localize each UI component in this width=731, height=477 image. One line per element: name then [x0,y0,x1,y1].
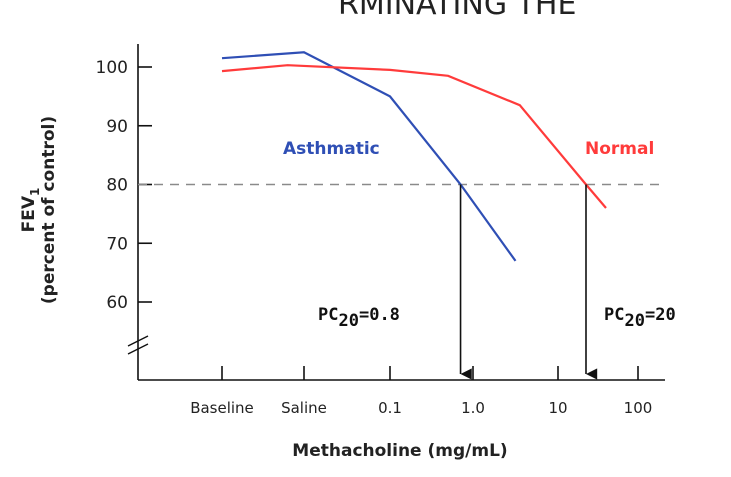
y-axis-title-line1: FEV [19,195,39,232]
series-line-asthmatic [221,51,517,262]
axis-break-mark [127,335,149,347]
y-axis-title: FEV1 (percent of control) [19,116,59,304]
header-fragment: RMINATING THE [338,0,576,22]
y-tick-label: 90 [106,117,128,137]
y-tick-label: 70 [106,234,128,254]
pc20-annotations: PC20=0.8 PC20=20 [318,184,676,380]
series-label-asthmatic: Asthmatic [283,139,380,159]
x-tick-label: 100 [624,399,653,417]
x-tick-label: 10 [548,399,567,417]
series-line-normal [221,64,607,209]
x-tick-label: 0.1 [378,399,402,417]
series-label-normal: Normal [585,139,654,159]
y-axis-title-line2: (percent of control) [39,116,59,304]
y-tick-label: 80 [106,176,128,196]
y-tick-label: 60 [106,293,128,313]
pc20-label: PC20=20 [604,305,676,331]
series-lines: Asthmatic Normal [221,51,654,262]
y-axis-title-sub: 1 [28,188,42,196]
x-tick-label: Baseline [190,399,254,417]
x-axis-title: Methacholine (mg/mL) [292,441,507,461]
axes: 60 70 80 90 100 Baseline Saline 0.1 1.0 10 100 [96,44,665,417]
x-tick-label: Saline [281,399,327,417]
axis-break-mark [127,343,149,355]
pc20-label: PC20=0.8 [318,305,400,331]
y-tick-label: 100 [96,58,128,78]
svg-text:FEV1: FEV1 [19,188,42,233]
x-tick-label: 1.0 [461,399,485,417]
